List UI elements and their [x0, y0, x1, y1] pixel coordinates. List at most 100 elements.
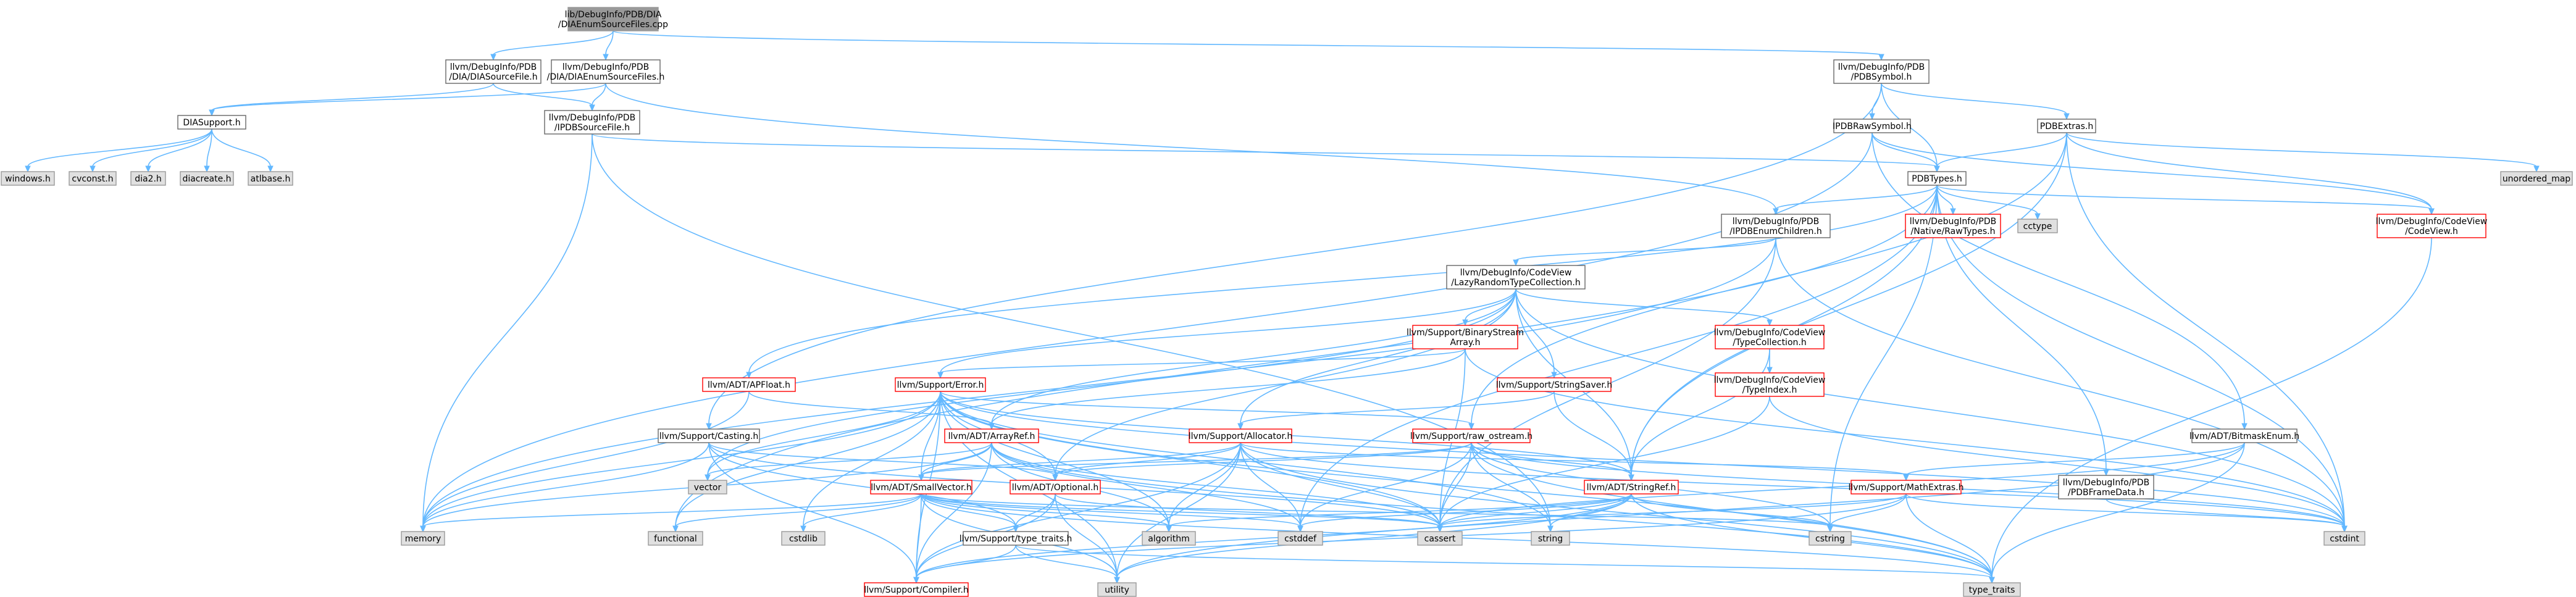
node-stringref[interactable]: llvm/ADT/StringRef.h: [1584, 480, 1679, 495]
edge-casting-to-compiler: [708, 442, 919, 584]
node-diacreate[interactable]: diacreate.h: [180, 171, 234, 186]
node-cstdlib[interactable]: cstdlib: [781, 531, 826, 546]
node-cstddef[interactable]: cstddef: [1278, 531, 1323, 546]
edge-stringref-to-algorithm: [1166, 493, 1632, 533]
node-arrayref[interactable]: llvm/ADT/ArrayRef.h: [944, 428, 1039, 443]
node-label: lib/DebugInfo/PDB/DIA: [565, 10, 662, 20]
edge-typecollection-to-stringref: [1628, 348, 1770, 482]
node-label: vector: [694, 483, 722, 493]
node-box: [69, 171, 117, 186]
edge-lazyrandom-to-vector: [705, 288, 1516, 482]
edge-smallvector-to-cstdlib: [800, 493, 922, 533]
node-label: llvm/Support/Error.h: [897, 380, 984, 390]
node-diasupport[interactable]: DIASupport.h: [177, 115, 246, 130]
node-label: DIASupport.h: [183, 118, 240, 128]
node-error[interactable]: llvm/Support/Error.h: [895, 377, 986, 392]
node-box: [401, 531, 445, 546]
edge-pdbsymbol-to-pdbextras: [1881, 83, 2070, 120]
node-label: /TypeIndex.h: [1742, 385, 1797, 395]
node-atlbase[interactable]: atlbase.h: [248, 171, 293, 186]
edge-diasupport-to-cvconst: [90, 128, 212, 173]
node-optional[interactable]: llvm/ADT/Optional.h: [1010, 480, 1101, 495]
node-type_traits[interactable]: type_traits: [1963, 582, 2021, 597]
node-pdbtypes[interactable]: PDBTypes.h: [1907, 171, 1967, 186]
node-bitmaskenum[interactable]: llvm/ADT/BitmaskEnum.h: [2189, 428, 2299, 443]
edge-smallvector-to-cstddef: [921, 493, 1303, 533]
node-pdbextras[interactable]: PDBExtras.h: [2037, 119, 2096, 133]
node-cvconst[interactable]: cvconst.h: [69, 171, 117, 186]
edge-pdbtypes-to-apfloat: [746, 185, 1938, 379]
node-lazyrandom[interactable]: llvm/DebugInfo/CodeView/LazyRandomTypeCo…: [1446, 265, 1586, 290]
node-string[interactable]: string: [1531, 531, 1570, 546]
node-box: [130, 171, 166, 186]
edge-diasupport-to-windows: [25, 128, 212, 173]
node-rawostream[interactable]: llvm/Support/raw_ostream.h: [1410, 428, 1533, 443]
edge-root-to-diaenumsourcefiles: [603, 30, 614, 61]
node-apfloat[interactable]: llvm/ADT/APFloat.h: [702, 377, 796, 392]
node-label: atlbase.h: [251, 174, 291, 184]
edge-mathextras-to-type_traits: [1905, 493, 1995, 584]
node-label: llvm/Support/Compiler.h: [864, 585, 969, 595]
node-codeview[interactable]: llvm/DebugInfo/CodeView/CodeView.h: [2376, 214, 2488, 238]
node-utility[interactable]: utility: [1097, 582, 1137, 597]
node-box: [870, 480, 972, 495]
edge-rawostream-to-smallvector: [918, 442, 1472, 482]
node-box: [2191, 428, 2298, 443]
node-box: [944, 428, 1039, 443]
node-box: [445, 59, 542, 84]
node-compiler[interactable]: llvm/Support/Compiler.h: [864, 582, 969, 597]
node-ipdbsourcefile[interactable]: llvm/DebugInfo/PDB/IPDBSourceFile.h: [544, 110, 640, 135]
node-cctype[interactable]: cctype: [2017, 219, 2058, 233]
node-diaenumsourcefiles[interactable]: llvm/DebugInfo/PDB/DIA/DIAEnumSourceFile…: [547, 59, 665, 84]
node-windows[interactable]: windows.h: [1, 171, 55, 186]
node-allocator[interactable]: llvm/Support/Allocator.h: [1189, 428, 1293, 443]
node-ipdbrawsymbol[interactable]: IPDBRawSymbol.h: [1833, 119, 1912, 133]
node-box: [658, 428, 760, 443]
node-typecollection[interactable]: llvm/DebugInfo/CodeView/TypeCollection.h: [1714, 325, 1826, 349]
edge-diasupport-to-diacreate: [204, 128, 212, 173]
node-cstdint[interactable]: cstdint: [2323, 531, 2365, 546]
node-label: PDBExtras.h: [2040, 122, 2093, 132]
edge-diaenumsourcefiles-to-ipdbsourcefile: [589, 83, 606, 112]
node-cassert[interactable]: cassert: [1417, 531, 1463, 546]
node-diasourcefile[interactable]: llvm/DebugInfo/PDB/DIA/DIASourceFile.h: [445, 59, 542, 84]
node-casting[interactable]: llvm/Support/Casting.h: [658, 428, 760, 443]
node-stringsaver[interactable]: llvm/Support/StringSaver.h: [1496, 377, 1612, 392]
node-typeindex[interactable]: llvm/DebugInfo/CodeView/TypeIndex.h: [1714, 372, 1826, 397]
edge-codeview-to-type_traits: [1989, 237, 2432, 584]
node-nativerawtypes[interactable]: llvm/DebugInfo/PDB/Native/RawTypes.h: [1905, 214, 2001, 238]
node-label: llvm/Support/StringSaver.h: [1496, 380, 1612, 390]
node-pdbframedata[interactable]: llvm/DebugInfo/PDB/PDBFrameData.h: [2058, 475, 2154, 499]
node-dia2[interactable]: dia2.h: [130, 171, 166, 186]
node-functional[interactable]: functional: [648, 531, 703, 546]
node-root[interactable]: lib/DebugInfo/PDB/DIA/DIAEnumSourceFiles…: [558, 7, 668, 31]
edge-ipdbsourcefile-to-memory: [420, 133, 593, 533]
edge-error-to-memory: [420, 391, 941, 533]
node-cstring[interactable]: cstring: [1809, 531, 1852, 546]
node-mathextras[interactable]: llvm/Support/MathExtras.h: [1848, 480, 1964, 495]
node-label: llvm/DebugInfo/PDB: [2063, 478, 2150, 488]
node-label: cctype: [2023, 222, 2052, 232]
node-unordered_map[interactable]: unordered_map: [2500, 171, 2573, 186]
node-label: /PDBFrameData.h: [2068, 488, 2144, 498]
node-box: [2377, 214, 2486, 238]
node-memory[interactable]: memory: [401, 531, 445, 546]
node-algorithm[interactable]: algorithm: [1142, 531, 1196, 546]
node-box: [1907, 171, 1967, 186]
node-box: [864, 582, 969, 597]
edge-ipdbsourcefile-to-pdbtypes: [592, 133, 1940, 173]
node-ipdbenumchildren[interactable]: llvm/DebugInfo/PDB/IPDBEnumChildren.h: [1721, 214, 1831, 238]
node-box: [1278, 531, 1323, 546]
node-label: utility: [1105, 585, 1129, 595]
node-typetraitssupport[interactable]: llvm/Support/type_traits.h: [960, 531, 1073, 546]
node-smallvector[interactable]: llvm/ADT/SmallVector.h: [870, 480, 972, 495]
node-vector[interactable]: vector: [688, 480, 727, 495]
node-box: [2037, 119, 2096, 133]
node-label: dia2.h: [135, 174, 162, 184]
node-box: [1715, 372, 1825, 397]
edge-typeindex-to-cstdint: [1769, 396, 2348, 533]
edge-mathextras-to-cassert: [1437, 493, 1907, 533]
node-pdbsymbol[interactable]: llvm/DebugInfo/PDB/PDBSymbol.h: [1833, 59, 1930, 84]
